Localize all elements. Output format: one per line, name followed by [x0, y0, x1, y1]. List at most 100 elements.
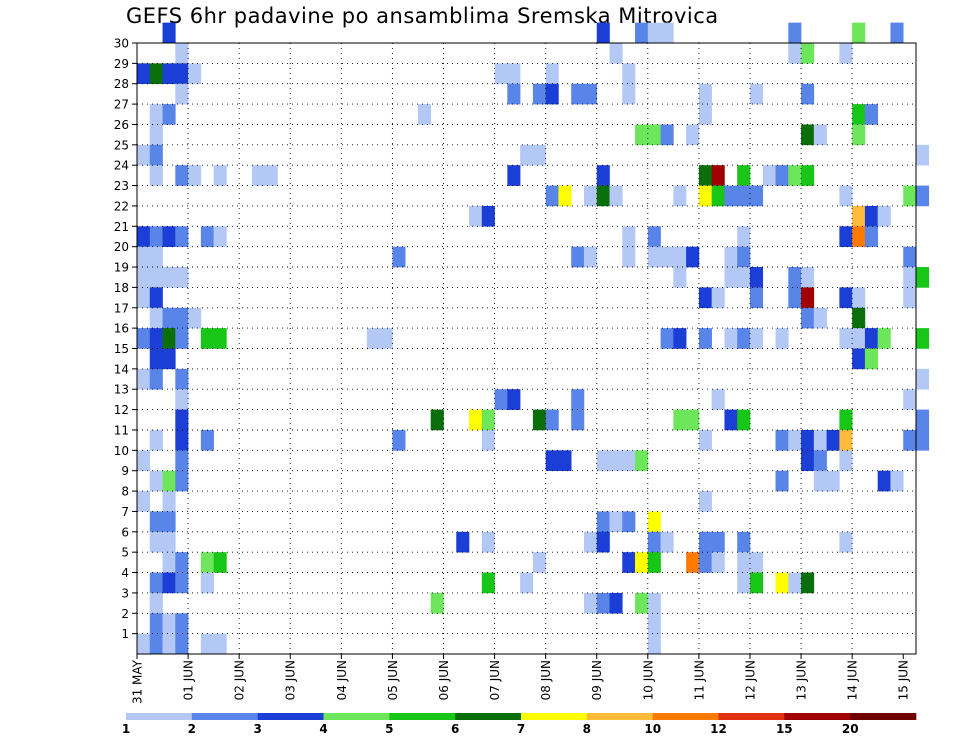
x-tick-label: 09 JUN — [590, 660, 604, 700]
y-tick-label: 5 — [121, 546, 129, 560]
heatmap-cell — [622, 450, 636, 471]
heatmap-cell — [801, 267, 815, 288]
x-tick-label: 06 JUN — [437, 660, 451, 700]
heatmap-cell — [213, 633, 227, 655]
heatmap-cell — [149, 328, 163, 349]
heatmap-cell — [162, 104, 176, 125]
heatmap-cell — [737, 267, 751, 288]
heatmap-cell — [839, 531, 853, 553]
heatmap-cell — [903, 246, 917, 268]
heatmap-cell — [162, 470, 176, 492]
heatmap-cell — [137, 144, 151, 166]
y-tick-label: 2 — [121, 607, 129, 621]
heatmap-cell — [609, 185, 623, 207]
heatmap-cell — [698, 328, 712, 349]
heatmap-cell — [571, 389, 585, 410]
heatmap-cell — [877, 470, 891, 492]
heatmap-cell — [596, 165, 610, 186]
heatmap-cell — [864, 104, 878, 125]
heatmap-cell — [813, 470, 827, 492]
heatmap-cell — [137, 491, 151, 512]
heatmap-cell — [137, 368, 151, 390]
heatmap-cell — [852, 307, 866, 329]
x-tick-label: 07 JUN — [488, 660, 502, 700]
y-tick-label: 28 — [114, 77, 129, 91]
heatmap-cell — [698, 165, 712, 186]
heatmap-cell — [788, 43, 802, 64]
heatmap-cell — [711, 389, 725, 410]
colorbar-swatch — [850, 713, 917, 720]
heatmap-cell — [801, 124, 815, 146]
heatmap-cell — [583, 531, 598, 553]
colorbar-label: 20 — [842, 722, 859, 736]
heatmap-cell — [660, 328, 674, 349]
heatmap-cell — [737, 409, 751, 431]
colorbar-swatch — [586, 713, 653, 720]
y-tick-label: 20 — [114, 240, 129, 254]
y-tick-label: 25 — [114, 138, 129, 152]
colorbar-label: 3 — [254, 722, 262, 736]
heatmap-cell — [647, 552, 661, 573]
heatmap-cell — [839, 429, 853, 451]
heatmap-cell — [596, 185, 610, 207]
heatmap-cell — [852, 205, 866, 227]
heatmap-cell — [737, 572, 751, 594]
heatmap-cell — [698, 287, 712, 309]
heatmap-cell — [673, 409, 687, 431]
heatmap-cell — [366, 328, 380, 349]
y-tick-label: 7 — [121, 505, 129, 519]
heatmap-cell — [775, 470, 789, 492]
heatmap-cell — [660, 124, 674, 146]
heatmap-cell — [647, 633, 661, 655]
heatmap-cell — [673, 267, 687, 288]
heatmap-cell — [200, 328, 214, 349]
heatmap-cell — [507, 83, 521, 105]
heatmap-cell — [558, 450, 572, 471]
heatmap-cell — [149, 287, 163, 309]
heatmap-cell — [149, 572, 163, 594]
heatmap-cell — [788, 165, 802, 186]
heatmap-cell — [698, 531, 712, 553]
heatmap-cell — [188, 307, 202, 329]
heatmap-cell — [481, 572, 495, 594]
heatmap-cell — [749, 267, 764, 288]
heatmap-cell — [839, 43, 853, 64]
heatmap-cell — [839, 287, 853, 309]
heatmap-cell — [596, 450, 610, 471]
colorbar-swatch — [191, 713, 258, 720]
heatmap-cell — [762, 165, 776, 186]
heatmap-cell — [162, 328, 176, 349]
heatmap-cell — [175, 389, 189, 410]
heatmap-cell — [647, 531, 661, 553]
colorbar-label: 4 — [319, 722, 327, 736]
heatmap-cell — [213, 328, 227, 349]
heatmap-cell — [801, 307, 815, 329]
y-tick-label: 26 — [114, 118, 129, 132]
heatmap-cell — [596, 511, 610, 533]
heatmap-cell — [686, 409, 700, 431]
heatmap-cell — [149, 531, 163, 553]
heatmap-cell — [737, 165, 751, 186]
heatmap-cell — [788, 22, 802, 44]
y-tick-label: 27 — [114, 98, 129, 112]
heatmap-cell — [213, 226, 227, 247]
heatmap-cell — [647, 124, 661, 146]
y-tick-label: 22 — [114, 199, 129, 213]
heatmap-cell — [775, 429, 789, 451]
heatmap-cell — [149, 511, 163, 533]
heatmap-cell — [200, 572, 214, 594]
heatmap-cell — [813, 450, 827, 471]
heatmap-cell — [149, 226, 163, 247]
heatmap-cell — [749, 185, 764, 207]
heatmap-cell — [647, 592, 661, 614]
heatmap-cell — [864, 226, 878, 247]
y-tick-label: 11 — [114, 423, 129, 437]
heatmap-cell — [175, 572, 189, 594]
heatmap-cell — [494, 63, 508, 85]
heatmap-cell — [520, 144, 534, 166]
heatmap-cell — [826, 429, 840, 451]
heatmap-cell — [149, 63, 163, 85]
heatmap-cell — [149, 633, 163, 655]
heatmap-cell — [175, 633, 189, 655]
heatmap-cell — [162, 307, 176, 329]
